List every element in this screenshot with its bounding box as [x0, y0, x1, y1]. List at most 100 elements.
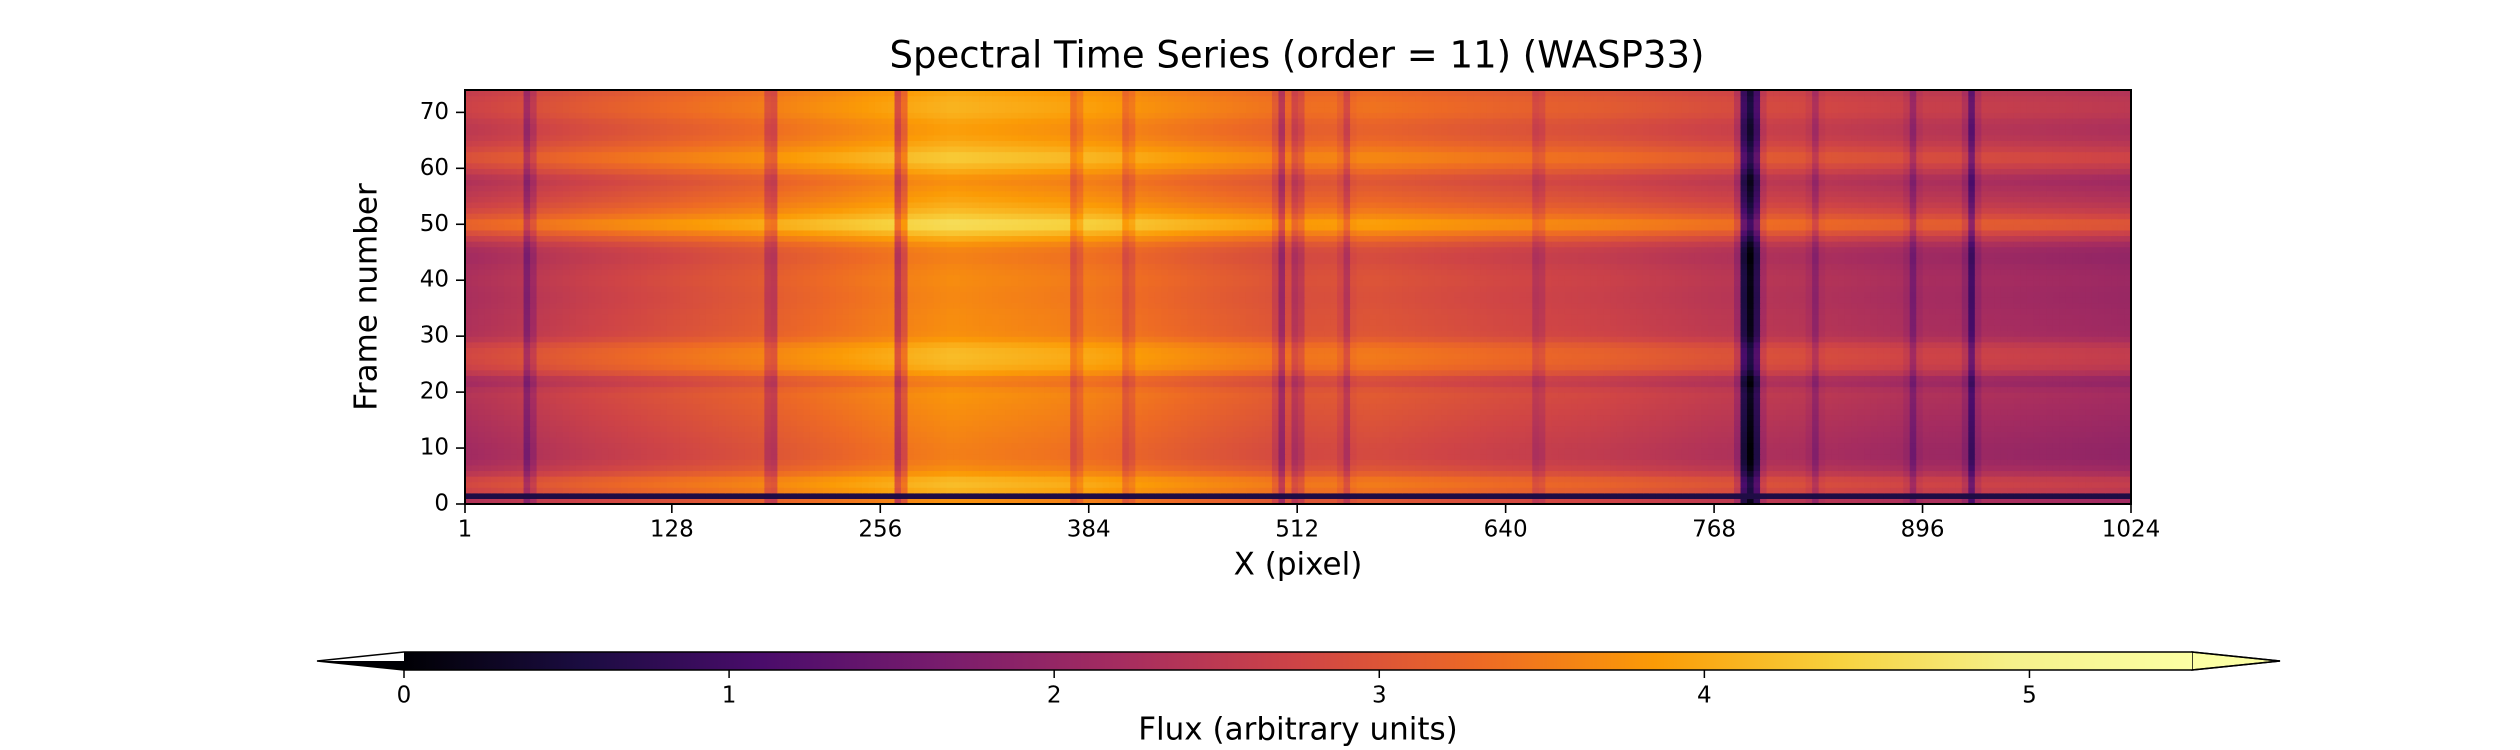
heatmap-cell	[1851, 498, 1859, 505]
heatmap-cell	[1291, 464, 1299, 472]
heatmap-cell	[497, 403, 505, 410]
heatmap-cell	[2091, 476, 2100, 483]
heatmap-cell	[1343, 459, 1351, 466]
heatmap-cell	[1063, 492, 1071, 499]
heatmap-cell	[927, 481, 935, 488]
heatmap-cell	[927, 498, 935, 505]
heatmap-cell	[1005, 403, 1013, 410]
heatmap-cell	[1519, 470, 1527, 477]
heatmap-cell	[712, 476, 720, 483]
heatmap-cell	[1688, 431, 1696, 438]
heatmap-cell	[1135, 481, 1143, 488]
heatmap-cell	[914, 420, 922, 427]
heatmap-cell	[582, 397, 590, 404]
heatmap-cell	[1851, 459, 1859, 466]
heatmap-cell	[1681, 498, 1690, 505]
heatmap-cell	[1857, 397, 1865, 404]
heatmap-cell	[1981, 425, 1989, 432]
heatmap-cell	[1877, 476, 1885, 483]
heatmap-cell	[1571, 414, 1579, 421]
heatmap-cell	[582, 414, 590, 421]
heatmap-cell	[1337, 397, 1345, 404]
heatmap-cell	[1343, 487, 1351, 494]
heatmap-cell	[1317, 476, 1325, 483]
heatmap-cell	[1265, 403, 1273, 410]
heatmap-cell	[1883, 397, 1891, 404]
heatmap-cell	[1122, 459, 1130, 466]
heatmap-cell	[1109, 403, 1117, 410]
heatmap-cell	[1291, 442, 1299, 449]
heatmap-cell	[1773, 464, 1781, 472]
heatmap-cell	[2059, 448, 2067, 455]
heatmap-cell	[1473, 442, 1481, 449]
heatmap-cell	[1239, 431, 1247, 438]
heatmap-cell	[1265, 414, 1273, 421]
heatmap-cell	[1961, 420, 1969, 427]
heatmap-cell	[1135, 498, 1143, 505]
heatmap-cell	[1838, 459, 1846, 466]
heatmap-cell	[1408, 464, 1416, 472]
heatmap-cell	[686, 431, 694, 438]
heatmap-cell	[803, 442, 811, 449]
heatmap-cell	[1219, 481, 1228, 488]
heatmap-cell	[1454, 476, 1462, 483]
heatmap-cell	[972, 459, 980, 466]
heatmap-cell	[2065, 436, 2074, 444]
heatmap-cell	[1987, 414, 1995, 421]
heatmap-cell	[1714, 420, 1722, 427]
heatmap-cell	[1031, 492, 1039, 499]
heatmap-cell	[478, 392, 486, 399]
heatmap-cell	[2033, 470, 2041, 477]
heatmap-cell	[777, 414, 785, 421]
heatmap-cell	[1382, 448, 1390, 455]
heatmap-cell	[881, 420, 889, 427]
heatmap-cell	[1024, 492, 1032, 499]
heatmap-cell	[1252, 397, 1260, 404]
heatmap-cell	[1298, 442, 1306, 449]
heatmap-cell	[1070, 431, 1078, 438]
heatmap-cell	[2026, 397, 2034, 404]
heatmap-cell	[562, 420, 570, 427]
heatmap-cell	[1337, 487, 1345, 494]
heatmap-cell	[1486, 476, 1494, 483]
heatmap-cell	[1115, 425, 1123, 432]
heatmap-cell	[1525, 431, 1533, 438]
heatmap-cell	[523, 436, 531, 444]
heatmap-cell	[1571, 492, 1579, 499]
heatmap-cell	[1109, 392, 1117, 399]
heatmap-cell	[933, 487, 941, 494]
heatmap-cell	[653, 403, 661, 410]
heatmap-cell	[647, 459, 655, 466]
heatmap-cell	[1844, 448, 1852, 455]
heatmap-cell	[1350, 476, 1358, 483]
heatmap-cell	[666, 403, 674, 410]
heatmap-cell	[966, 425, 974, 432]
heatmap-cell	[1109, 481, 1117, 488]
heatmap-cell	[601, 420, 609, 427]
heatmap-cell	[770, 487, 778, 494]
heatmap-cell	[1571, 425, 1579, 432]
heatmap-cell	[497, 436, 505, 444]
heatmap-cell	[1239, 414, 1247, 421]
heatmap-cell	[848, 425, 857, 432]
heatmap-cell	[1031, 403, 1039, 410]
heatmap-cell	[1721, 476, 1729, 483]
heatmap-cell	[1727, 403, 1735, 410]
heatmap-cell	[1519, 431, 1527, 438]
heatmap-cell	[673, 414, 681, 421]
heatmap-cell	[1128, 403, 1136, 410]
heatmap-cell	[1473, 476, 1481, 483]
heatmap-cell	[1994, 481, 2002, 488]
heatmap-cell	[731, 408, 739, 416]
heatmap-cell	[718, 442, 726, 449]
heatmap-cell	[1512, 403, 1520, 410]
heatmap-cell	[1480, 487, 1488, 494]
heatmap-cell	[1044, 459, 1052, 466]
heatmap-cell	[2098, 476, 2106, 483]
heatmap-cell	[1363, 459, 1371, 466]
heatmap-cell	[1851, 470, 1859, 477]
heatmap-cell	[1538, 403, 1546, 410]
heatmap-cell	[1252, 431, 1260, 438]
heatmap-cell	[894, 431, 902, 438]
heatmap-cell	[2059, 397, 2067, 404]
